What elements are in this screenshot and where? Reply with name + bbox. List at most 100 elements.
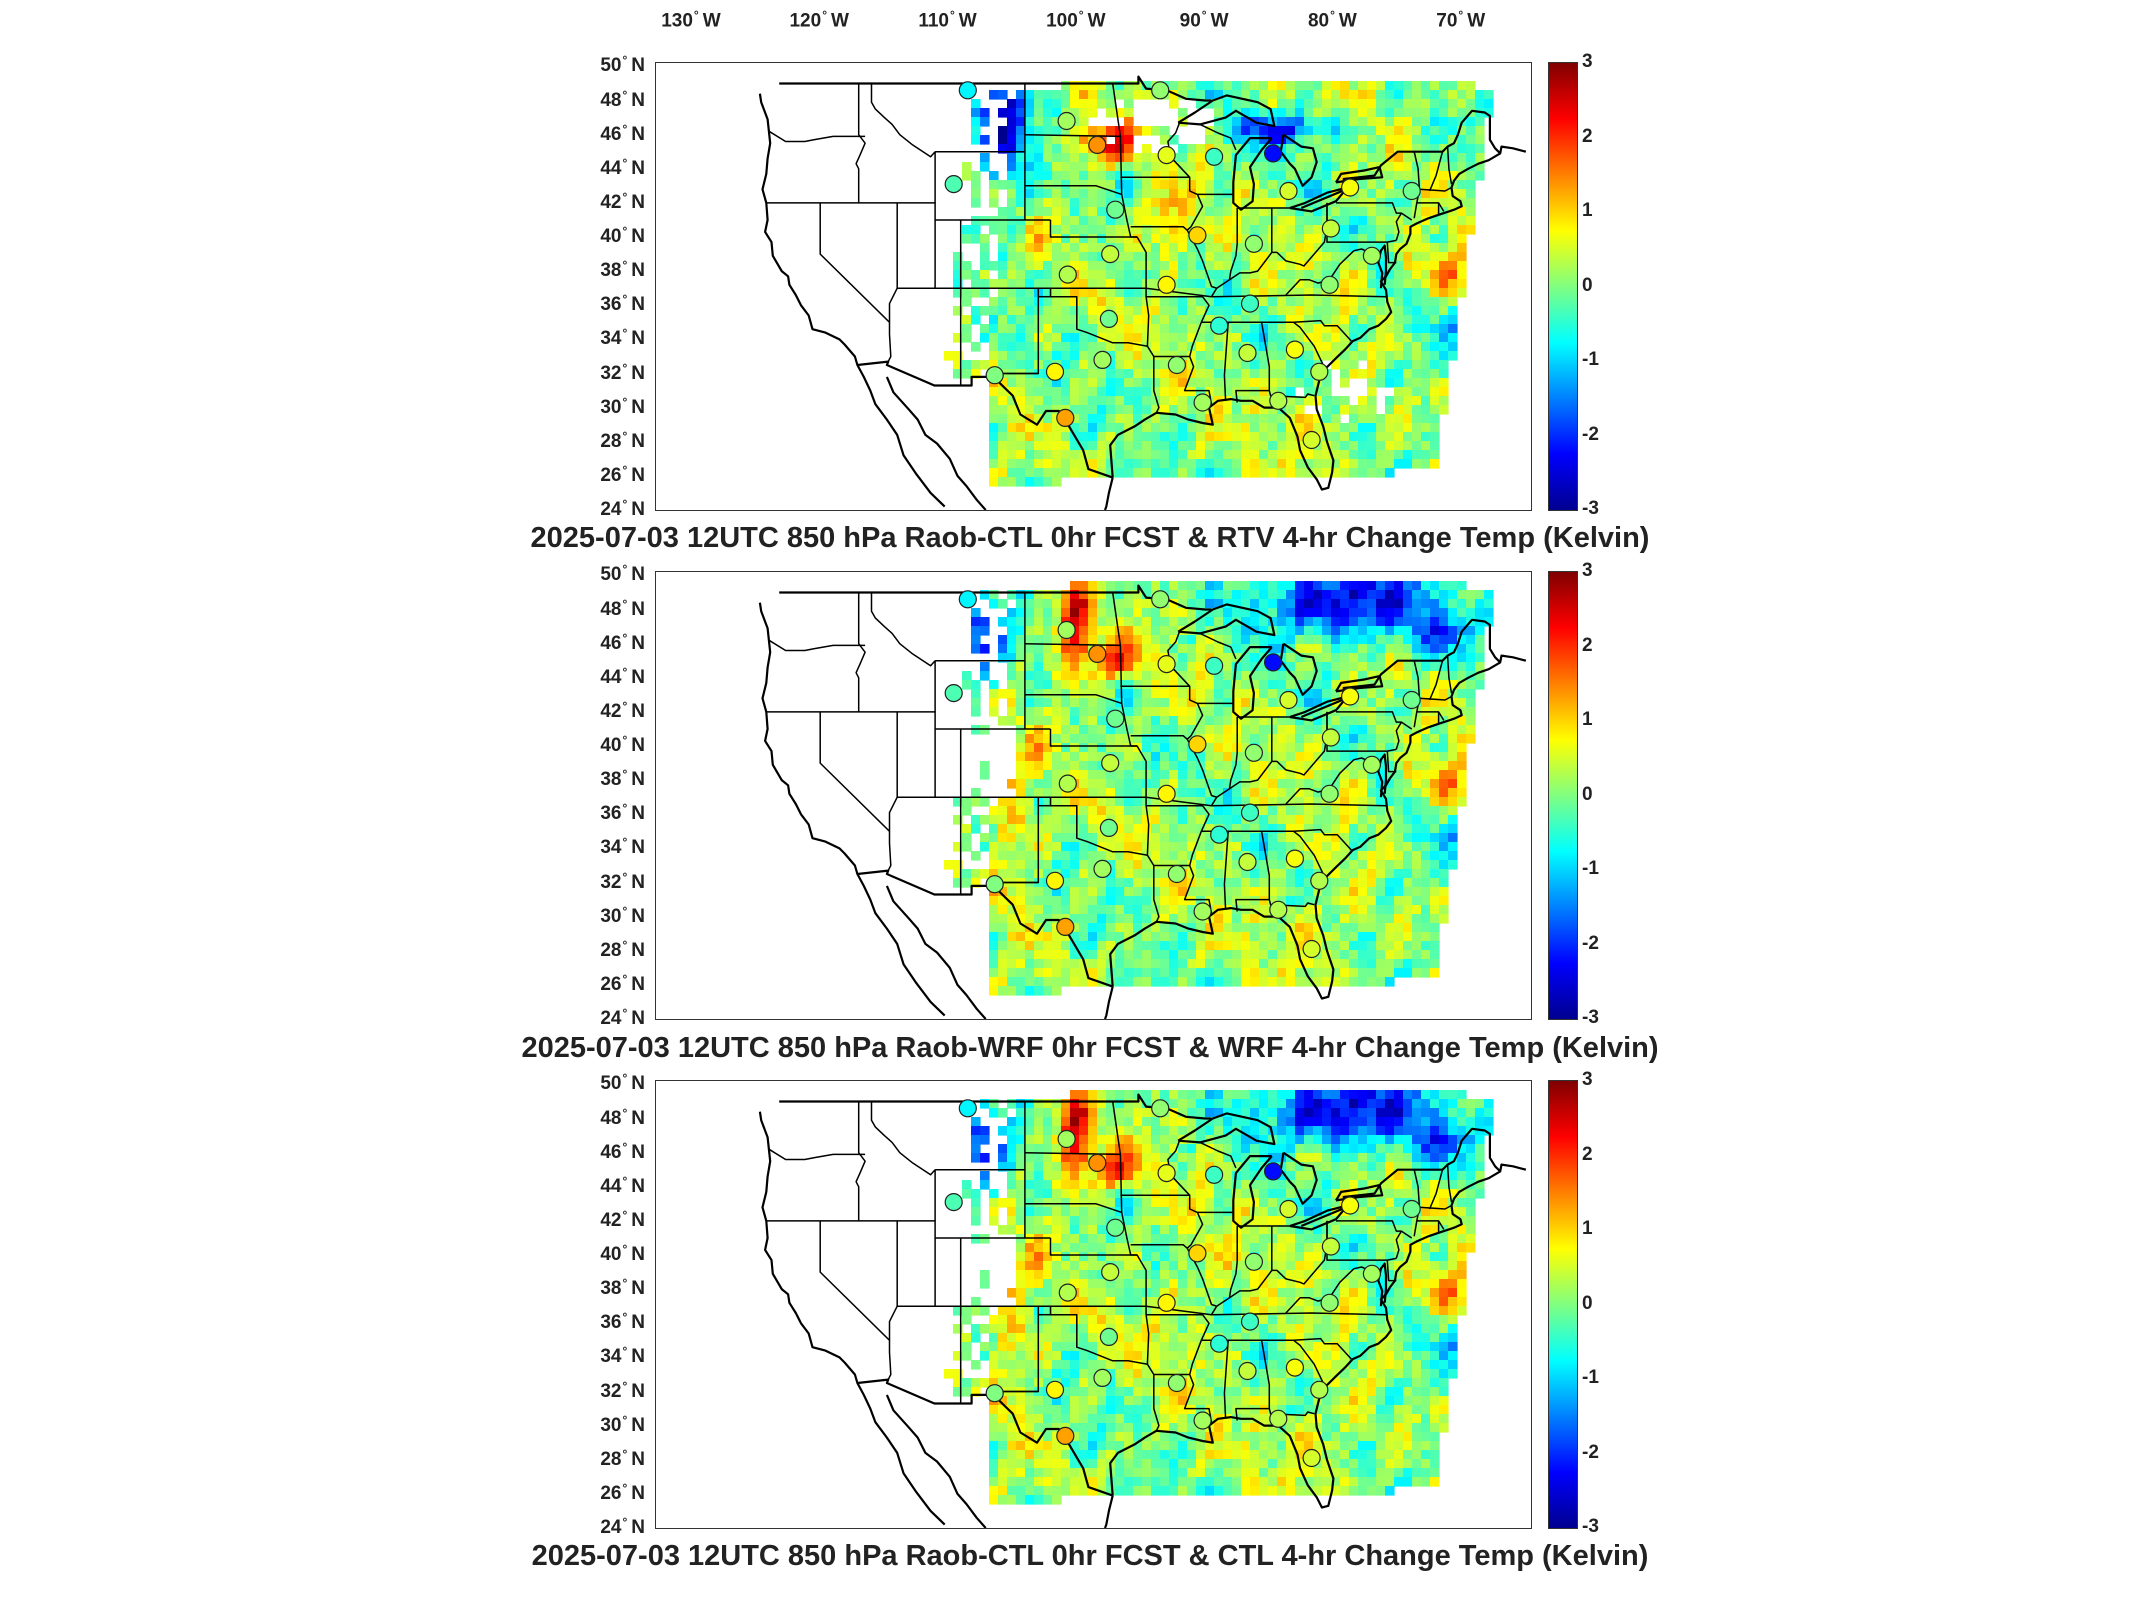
colorbar-tick-label: -3 [1582,498,1599,519]
station-marker [1340,178,1360,197]
lat-tick-label: 26° N [600,462,645,487]
station-marker [1402,181,1421,201]
lat-tick-label: 46° N [600,630,645,654]
lat-tick-label: 42° N [600,189,645,214]
panel-title: 2025-07-03 12UTC 850 hPa Raob-WRF 0hr FC… [521,1032,1659,1064]
colorbar-tick-label: 3 [1582,51,1593,72]
station-marker [1088,644,1107,664]
panel-title: 2025-07-03 12UTC 850 hPa Raob-CTL 0hr FC… [530,522,1650,554]
station-marker [1321,1237,1341,1256]
station-marker [1157,784,1176,803]
station-marker [1210,1334,1229,1353]
map-frame [655,62,1532,511]
station-marker [1088,135,1107,155]
station-marker [1093,350,1112,369]
station-marker [1045,362,1065,381]
colorbar [1548,1080,1578,1529]
lat-tick-label: 34° N [600,1344,645,1368]
temperature-field [944,1090,1494,1505]
station-marker [1263,1162,1283,1181]
station-marker [1285,1358,1305,1377]
station-marker [1204,147,1224,166]
station-marker [958,81,977,100]
lat-tick-label: 48° N [600,87,645,111]
colorbar-tick-label: -1 [1582,858,1599,879]
lat-tick-label: 44° N [600,1173,645,1197]
lat-tick-label: 46° N [600,1139,645,1163]
lat-tick-label: 26° N [600,971,645,996]
station-marker [1101,754,1120,773]
lat-tick-label: 28° N [600,1446,645,1470]
station-marker [1320,784,1339,803]
station-marker [985,1384,1004,1403]
station-marker [1269,1409,1288,1428]
station-marker [1106,200,1125,219]
station-marker [1045,871,1065,890]
temperature-change-map [758,75,1527,510]
station-marker [1151,590,1170,609]
station-marker [1279,690,1298,710]
station-marker [1244,234,1264,253]
lat-tick-label: 30° N [600,1412,645,1436]
lat-tick-label: 30° N [600,903,645,927]
lat-tick-label: 50° N [600,1071,645,1095]
colorbar-tick-label: -1 [1582,349,1599,370]
station-marker [1238,343,1257,363]
colorbar-tick-label: 3 [1582,1069,1593,1090]
lat-tick-label: 48° N [600,1105,645,1129]
colorbar-tick-label: -2 [1582,423,1599,445]
lat-tick-label: 42° N [600,1207,645,1232]
longitude-axis: 130° W 120° W 110° W 100° W 90° W 80° W 70° W [0,0,2133,40]
lon-tick-label: 90° W [1179,8,1229,32]
colorbar-tick-label: 1 [1582,1218,1593,1239]
lon-tick-label: 100° W [1046,8,1106,32]
station-marker [944,174,963,194]
station-marker [1093,859,1112,878]
station-marker [1244,1252,1264,1271]
lon-tick-label: 130° W [661,8,721,32]
station-marker [1167,864,1187,884]
station-marker [1240,294,1260,313]
station-marker [958,590,977,609]
raob-stations [944,590,1421,959]
station-marker [1302,430,1321,450]
station-marker [1204,656,1224,675]
colorbar-tick-label: 2 [1582,634,1593,656]
station-marker [1088,1153,1107,1173]
lat-tick-label: 48° N [600,596,645,620]
station-marker [1093,1368,1112,1387]
colorbar-tick-label: -2 [1582,932,1599,954]
station-marker [1362,246,1382,265]
station-marker [1240,803,1260,822]
lat-tick-label: 50° N [600,53,645,77]
lat-tick-label: 28° N [600,937,645,961]
raob-stations [944,1099,1421,1468]
station-marker [985,366,1004,385]
station-marker [1285,849,1305,868]
lat-tick-label: 32° N [600,1378,645,1402]
lat-tick-label: 40° N [600,732,645,757]
lat-tick-label: 36° N [600,1310,645,1334]
lat-tick-label: 24° N [600,1514,645,1539]
station-marker [1193,1411,1212,1430]
colorbar-tick-label: 3 [1582,560,1593,581]
colorbar [1548,62,1578,511]
station-marker [1099,1327,1118,1346]
station-marker [1238,1361,1257,1381]
station-marker [1321,219,1341,238]
station-marker [1057,620,1076,640]
lat-tick-label: 30° N [600,394,645,418]
station-marker [944,1192,963,1212]
station-marker [1193,393,1212,412]
station-marker [1101,1263,1120,1282]
station-marker [1302,1448,1321,1468]
station-marker [1188,1244,1207,1263]
station-marker [1099,818,1118,837]
station-marker [1056,408,1075,427]
colorbar-tick-label: 1 [1582,709,1593,730]
lon-tick-label: 80° W [1307,8,1357,32]
station-marker [1157,1293,1176,1312]
station-marker [1157,654,1176,674]
station-marker [1193,902,1212,921]
station-marker [1320,275,1339,294]
